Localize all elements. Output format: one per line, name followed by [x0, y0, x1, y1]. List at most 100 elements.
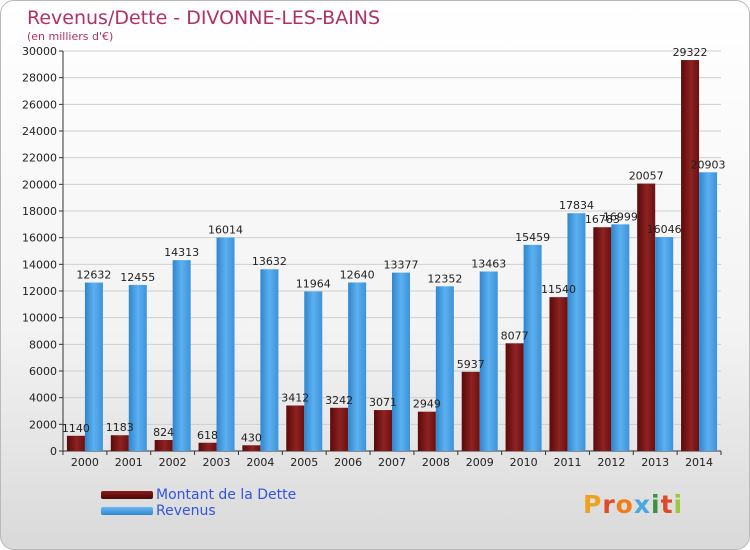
bar-revenus — [611, 224, 630, 451]
bars — [66, 60, 718, 451]
bar-revenus — [216, 237, 235, 451]
bar-dette — [505, 343, 524, 451]
bar-dette — [286, 405, 305, 451]
data-label-dette: 8077 — [501, 329, 529, 342]
chart-subtitle: (en milliers d'€) — [27, 30, 114, 43]
data-label-revenus: 20903 — [691, 158, 726, 171]
y-tick-label: 12000 — [22, 285, 57, 298]
x-tick-label: 2010 — [510, 456, 538, 469]
bar-dette — [198, 442, 217, 451]
y-axis: 0 2000 4000 6000 8000 10000 12000 14000 16000 180… — [22, 45, 63, 458]
y-tick-label: 30000 — [22, 45, 57, 58]
x-tick-label: 2014 — [685, 456, 713, 469]
legend-label-revenus: Revenus — [156, 503, 216, 519]
bar-dette — [549, 297, 568, 451]
x-tick-label: 2007 — [378, 456, 406, 469]
data-label-dette: 3242 — [325, 394, 353, 407]
x-tick-label: 2002 — [159, 456, 187, 469]
legend-swatch-dette — [101, 491, 153, 499]
data-label-revenus: 15459 — [515, 231, 550, 244]
y-tick-label: 22000 — [22, 152, 57, 165]
bar-dette — [242, 445, 261, 451]
logo-letter: i — [673, 490, 684, 519]
bar-dette — [681, 60, 700, 451]
data-label-dette: 1183 — [106, 421, 134, 434]
y-tick-label: 14000 — [22, 258, 57, 271]
y-tick-label: 2000 — [29, 418, 57, 431]
y-tick-label: 8000 — [29, 338, 57, 351]
bar-dette — [461, 371, 480, 451]
data-label-revenus: 13377 — [384, 259, 419, 272]
bar-dette — [374, 410, 392, 451]
x-tick-label: 2008 — [422, 456, 450, 469]
y-tick-label: 18000 — [22, 205, 57, 218]
bar-revenus — [128, 284, 147, 451]
bar-revenus — [523, 244, 542, 451]
y-tick-label: 20000 — [22, 178, 57, 191]
data-label-revenus: 12352 — [427, 272, 462, 285]
bar-revenus — [655, 237, 674, 451]
bar-revenus — [699, 172, 718, 451]
data-label-dette: 824 — [153, 426, 174, 439]
data-label-revenus: 13463 — [471, 257, 506, 270]
proxiti-logo: Proxiti — [583, 490, 683, 519]
data-label-dette: 5937 — [457, 358, 485, 371]
bar-revenus — [435, 286, 454, 451]
bar-dette — [593, 227, 612, 451]
chart-title: Revenus/Dette - DIVONNE-LES-BAINS — [27, 7, 381, 29]
data-label-dette: 3071 — [369, 396, 397, 409]
data-label-dette: 2949 — [413, 398, 441, 411]
data-label-revenus: 12632 — [76, 269, 111, 282]
data-label-revenus: 12455 — [120, 271, 155, 284]
bar-dette — [66, 435, 85, 451]
bar-revenus — [84, 282, 103, 451]
bar-revenus — [348, 282, 367, 451]
logo-letter: i — [651, 490, 661, 519]
bar-dette — [154, 440, 173, 451]
bar-dette — [417, 411, 436, 451]
x-tick-label: 2000 — [71, 456, 99, 469]
x-tick-label: 2004 — [246, 456, 274, 469]
data-label-dette: 3412 — [281, 392, 309, 405]
bar-revenus — [392, 272, 410, 451]
bar-revenus — [304, 291, 323, 451]
data-label-revenus: 13632 — [252, 255, 287, 268]
x-tick-label: 2009 — [466, 456, 494, 469]
data-label-dette: 430 — [241, 431, 262, 444]
y-tick-label: 24000 — [22, 125, 57, 138]
bar-dette — [330, 407, 349, 451]
bar-revenus — [172, 260, 191, 451]
logo-letter: t — [660, 490, 674, 519]
bar-revenus — [479, 271, 498, 451]
data-label-revenus: 16999 — [603, 210, 638, 223]
bar-revenus — [260, 269, 279, 451]
data-label-revenus: 16046 — [647, 223, 682, 236]
logo-letter: x — [633, 490, 651, 519]
x-tick-label: 2013 — [641, 456, 669, 469]
y-tick-label: 28000 — [22, 72, 57, 85]
x-tick-label: 2006 — [334, 456, 362, 469]
data-label-revenus: 12640 — [340, 268, 375, 281]
data-label-revenus: 14313 — [164, 246, 199, 259]
x-tick-label: 2011 — [553, 456, 581, 469]
data-label-revenus: 16014 — [208, 223, 243, 236]
bar-dette — [637, 183, 656, 451]
x-tick-label: 2001 — [115, 456, 143, 469]
y-tick-label: 10000 — [22, 312, 57, 325]
y-tick-label: 26000 — [22, 98, 57, 111]
y-tick-label: 16000 — [22, 232, 57, 245]
data-label-dette: 1140 — [62, 422, 90, 435]
y-tick-label: 6000 — [29, 365, 57, 378]
x-axis: 2000 2001 2002 2003 2004 2005 2006 2007 2008 2009… — [62, 451, 722, 469]
data-label-dette: 11540 — [541, 283, 576, 296]
legend-swatch-revenus — [101, 507, 153, 515]
data-label-dette: 29322 — [673, 46, 708, 59]
legend-label-dette: Montant de la Dette — [156, 487, 297, 503]
logo-letter: r — [602, 490, 616, 519]
data-label-dette: 618 — [197, 429, 218, 442]
data-label-dette: 16783 — [585, 213, 620, 226]
y-tick-label: 4000 — [29, 392, 57, 405]
x-tick-label: 2005 — [290, 456, 318, 469]
